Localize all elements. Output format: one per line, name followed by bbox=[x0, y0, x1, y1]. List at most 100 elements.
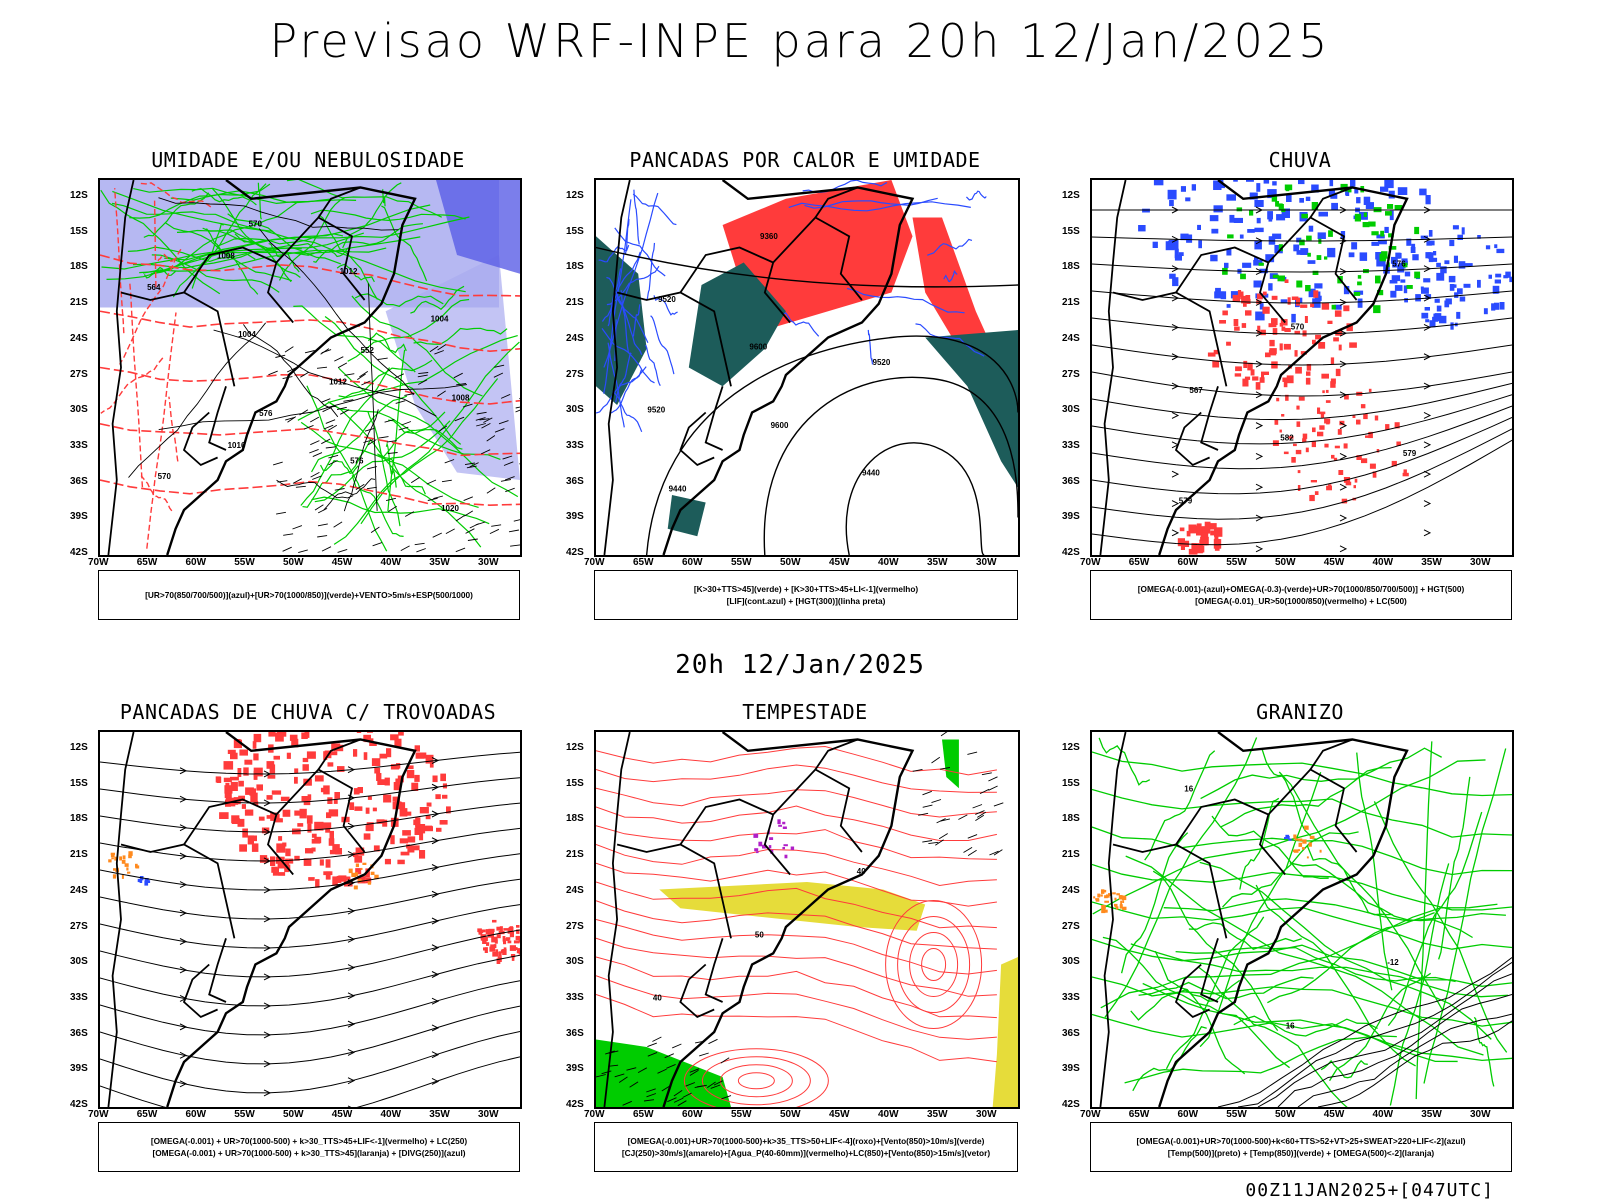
country-border bbox=[616, 291, 732, 387]
lat-label: 30S bbox=[566, 404, 584, 416]
lat-label: 12S bbox=[70, 742, 88, 753]
country-border bbox=[275, 768, 366, 853]
lat-label: 30S bbox=[70, 956, 88, 968]
lat-label: 42S bbox=[1062, 1099, 1080, 1110]
country-border bbox=[603, 180, 631, 555]
lat-label: 15S bbox=[566, 225, 584, 237]
lon-label: 40W bbox=[380, 557, 402, 568]
lat-label: 12S bbox=[566, 742, 584, 753]
legend-trovoadas: [OMEGA(-0.001) + UR>70(1000-500) + k>30_… bbox=[98, 1122, 520, 1172]
map-granizo: -12 16 16 bbox=[1090, 730, 1514, 1109]
lat-label: 30S bbox=[1062, 404, 1080, 416]
lat-label: 42S bbox=[70, 547, 88, 558]
lat-label: 21S bbox=[1062, 297, 1080, 309]
country-border bbox=[1267, 768, 1358, 853]
lat-label: 18S bbox=[566, 261, 584, 273]
lon-label: 70W bbox=[584, 557, 605, 568]
lon-label: 35W bbox=[429, 1109, 450, 1120]
country-border bbox=[679, 246, 791, 324]
lon-label: 70W bbox=[88, 1109, 109, 1120]
lat-label: 33S bbox=[70, 439, 88, 451]
lon-label: 40W bbox=[878, 1109, 899, 1120]
lon-label: 60W bbox=[682, 1109, 703, 1120]
lon-label: 45W bbox=[331, 1109, 353, 1120]
lat-label: 27S bbox=[70, 920, 88, 932]
lon-label: 65W bbox=[136, 1109, 158, 1120]
field-layer-umidade bbox=[100, 180, 520, 554]
country-border bbox=[679, 963, 715, 1019]
lat-label: 24S bbox=[1062, 884, 1080, 896]
coastline bbox=[662, 732, 915, 1107]
map-pancadas-calor: 9600 9520 9440 9360 9520 9520 9600 9440 bbox=[594, 178, 1020, 557]
lat-label: 36S bbox=[566, 1027, 584, 1039]
map-chuva: 582 579 576 570 567 579 bbox=[1090, 178, 1514, 557]
lat-label: 42S bbox=[1062, 547, 1080, 558]
legend-tempestade: [OMEGA(-0.001)+UR>70(1000-500)+k>35_TTS>… bbox=[594, 1122, 1018, 1172]
lat-label: 15S bbox=[1062, 777, 1080, 789]
contour-label: 576 bbox=[1392, 260, 1406, 269]
map-geography-tempestade bbox=[603, 732, 915, 1107]
lon-label: 60W bbox=[1177, 557, 1199, 568]
legend-line: [OMEGA(-0.001)+UR>70(1000-500)+k<60+TTS>… bbox=[1136, 1136, 1466, 1146]
lat-label: 12S bbox=[1062, 742, 1080, 753]
country-border bbox=[772, 768, 863, 853]
country-border bbox=[183, 798, 294, 876]
country-border bbox=[183, 246, 294, 324]
lat-label: 18S bbox=[566, 813, 584, 825]
lon-label: 55W bbox=[1226, 1109, 1247, 1120]
lat-label: 12S bbox=[70, 190, 88, 201]
country-border bbox=[120, 291, 236, 387]
country-border bbox=[317, 738, 361, 771]
legend-line: [UR>70(850/700/500)](azul)+[UR>70(1000/8… bbox=[145, 590, 473, 600]
lat-label: 33S bbox=[1062, 439, 1080, 451]
country-border bbox=[1099, 732, 1127, 1107]
field-layer-granizo bbox=[1092, 737, 1512, 1107]
lat-label: 39S bbox=[70, 511, 88, 523]
legend-line: [OMEGA(-0.001) + UR>70(1000-500) + k>30_… bbox=[150, 1136, 468, 1146]
panel-title-granizo: GRANIZO bbox=[1256, 700, 1344, 724]
lat-label: 42S bbox=[70, 1099, 88, 1110]
contour-label: 570 bbox=[158, 472, 172, 481]
country-border bbox=[1099, 180, 1127, 555]
country-border bbox=[704, 386, 724, 451]
legend-line: [LIF](cont.azul) + [HGT(300)](linha pret… bbox=[726, 596, 886, 606]
country-border bbox=[679, 798, 791, 876]
map-umidade: 1008 1004 1012 1016 1020 1012 1004 1008 576 570 56… bbox=[98, 178, 522, 557]
lon-label: 40W bbox=[1372, 557, 1394, 568]
country-border bbox=[1309, 186, 1353, 219]
lat-label: 39S bbox=[1062, 511, 1080, 523]
lon-label: 70W bbox=[88, 557, 109, 568]
country-border bbox=[182, 411, 218, 467]
panel-title-umidade: UMIDADE E/OU NEBULOSIDADE bbox=[151, 148, 465, 172]
contour-label: 1004 bbox=[238, 330, 256, 339]
lat-label: 18S bbox=[1062, 261, 1080, 273]
coastline bbox=[1158, 732, 1409, 1107]
lon-label: 35W bbox=[927, 557, 948, 568]
lat-label: 24S bbox=[70, 884, 88, 896]
country-border bbox=[1174, 963, 1210, 1019]
lat-label: 24S bbox=[566, 884, 584, 896]
contour-label: 9440 bbox=[862, 469, 880, 478]
lon-label: 65W bbox=[136, 557, 158, 568]
lat-label: 21S bbox=[1062, 849, 1080, 861]
contour-label: 1008 bbox=[217, 251, 235, 260]
contour-label: 1012 bbox=[329, 378, 347, 387]
contour-label: 9360 bbox=[760, 232, 778, 241]
lon-label: 50W bbox=[283, 1109, 304, 1120]
lon-label: 70W bbox=[584, 1109, 605, 1120]
country-border bbox=[182, 963, 218, 1019]
lon-label: 50W bbox=[780, 1109, 801, 1120]
lat-label: 30S bbox=[70, 404, 88, 416]
country-border bbox=[107, 180, 135, 555]
lat-label: 36S bbox=[1062, 475, 1080, 487]
contour-label: 552 bbox=[361, 346, 375, 355]
map-geography-trovoadas bbox=[107, 732, 417, 1107]
coastline bbox=[166, 180, 417, 555]
lon-label: 55W bbox=[234, 1109, 255, 1120]
lat-label: 27S bbox=[1062, 920, 1080, 932]
lon-label: 45W bbox=[1323, 557, 1345, 568]
coastline bbox=[662, 180, 915, 555]
contour-label: 16 bbox=[1184, 785, 1193, 794]
contour-label: -12 bbox=[1387, 958, 1399, 967]
lon-label: 35W bbox=[429, 557, 450, 568]
